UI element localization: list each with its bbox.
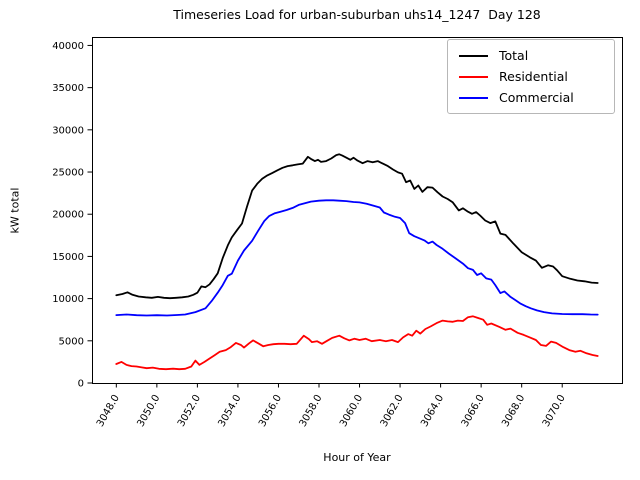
y-tick-label: 5000: [59, 336, 84, 347]
legend-label-total: Total: [499, 48, 529, 63]
y-tick-label: 0: [78, 379, 84, 390]
x-tick-label: 3058.0: [298, 393, 325, 429]
x-axis-label: Hour of Year: [323, 451, 391, 464]
legend-entry-residential: Residential: [448, 66, 614, 87]
x-tick-label: 3060.0: [338, 393, 365, 429]
x-tick-label: 3054.0: [216, 393, 243, 429]
y-tick-label: 20000: [52, 210, 84, 221]
x-tick-label: 3070.0: [541, 393, 568, 429]
y-tick-label: 30000: [52, 125, 84, 136]
chart-title: Timeseries Load for urban-suburban uhs14…: [173, 7, 541, 22]
x-tick-label: 3066.0: [460, 393, 487, 429]
y-axis-label: kW total: [8, 187, 22, 234]
x-tick-label: 3062.0: [379, 393, 406, 429]
y-tick-label: 40000: [52, 41, 84, 52]
residential-line-swatch: [459, 75, 488, 78]
commercial-line-swatch: [459, 96, 488, 99]
axes-frame: [92, 37, 623, 384]
y-tick-label: 10000: [52, 294, 84, 305]
legend: Total Residential Commercial: [447, 39, 615, 114]
legend-entry-commercial: Commercial: [448, 87, 614, 108]
legend-label-residential: Residential: [499, 69, 568, 84]
x-tick-label: 3050.0: [135, 393, 162, 429]
series-line-commercial: [115, 199, 599, 317]
x-tick-label: 3064.0: [419, 393, 446, 429]
series-line-total: [115, 153, 599, 300]
x-tick-label: 3048.0: [95, 393, 122, 429]
total-line-swatch: [459, 54, 488, 57]
x-tick-label: 3068.0: [500, 393, 527, 429]
x-tick-label: 3052.0: [176, 393, 203, 429]
y-tick-label: 15000: [52, 252, 84, 263]
legend-entry-total: Total: [448, 45, 614, 66]
y-tick-label: 25000: [52, 168, 84, 179]
y-tick-label: 35000: [52, 83, 84, 94]
legend-label-commercial: Commercial: [499, 90, 574, 105]
x-tick-label: 3056.0: [257, 393, 284, 429]
series-line-residential: [115, 315, 599, 371]
